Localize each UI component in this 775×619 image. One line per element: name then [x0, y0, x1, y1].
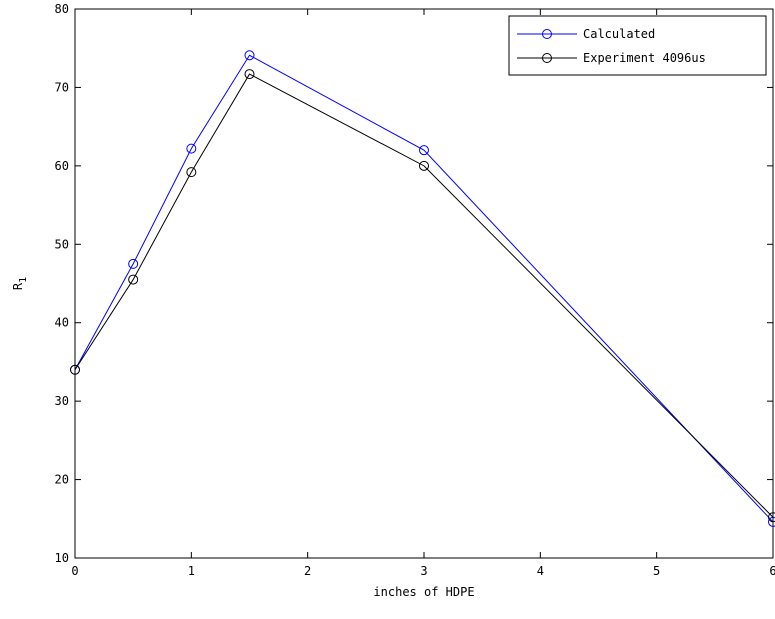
legend: Calculated Experiment 4096us: [508, 15, 767, 76]
y-tick-label: 20: [55, 473, 69, 487]
data-point: [244, 50, 255, 61]
x-tick-label: 6: [769, 564, 775, 578]
plot-area: [74, 8, 774, 559]
series-experiment-4096us: [70, 69, 775, 523]
x-tick-label: 0: [71, 564, 78, 578]
y-tick-label: 40: [55, 316, 69, 330]
x-tick-label: 5: [653, 564, 660, 578]
series-line: [74, 54, 774, 523]
data-point: [186, 143, 197, 154]
data-point: [768, 512, 775, 523]
legend-box: [508, 15, 767, 76]
x-tick-label: 3: [420, 564, 427, 578]
legend-entry-label: Experiment 4096us: [583, 51, 706, 65]
y-tick-label: 30: [55, 394, 69, 408]
y-tick-label: 80: [55, 2, 69, 16]
data-point: [244, 69, 255, 80]
x-axis-label: inches of HDPE: [373, 585, 474, 599]
legend-entry-label: Calculated: [583, 27, 655, 41]
data-point: [70, 364, 80, 375]
data-point: [186, 167, 197, 178]
y-tick-label: 10: [55, 551, 69, 565]
legend-marker: [542, 29, 552, 39]
series-line: [74, 73, 774, 518]
data-point: [768, 516, 775, 527]
axis-ticks: 0 1 2 3 4 5 6 10 20 30 40 50 60 70 80: [55, 2, 775, 578]
y-axis-label-subscript: 1: [18, 277, 29, 283]
y-axis-label: R1: [11, 277, 29, 290]
x-tick-label: 1: [188, 564, 195, 578]
series-layer: [70, 50, 775, 527]
data-point: [419, 145, 429, 156]
y-tick-label: 70: [55, 80, 69, 94]
data-point: [419, 160, 429, 171]
data-point: [128, 258, 139, 269]
x-tick-label: 2: [304, 564, 311, 578]
y-tick-label: 50: [55, 237, 69, 251]
legend-marker: [542, 53, 552, 63]
data-point: [128, 274, 139, 285]
x-tick-label: 4: [537, 564, 544, 578]
y-axis-label-main: R: [11, 282, 25, 290]
y-tick-label: 60: [55, 159, 69, 173]
